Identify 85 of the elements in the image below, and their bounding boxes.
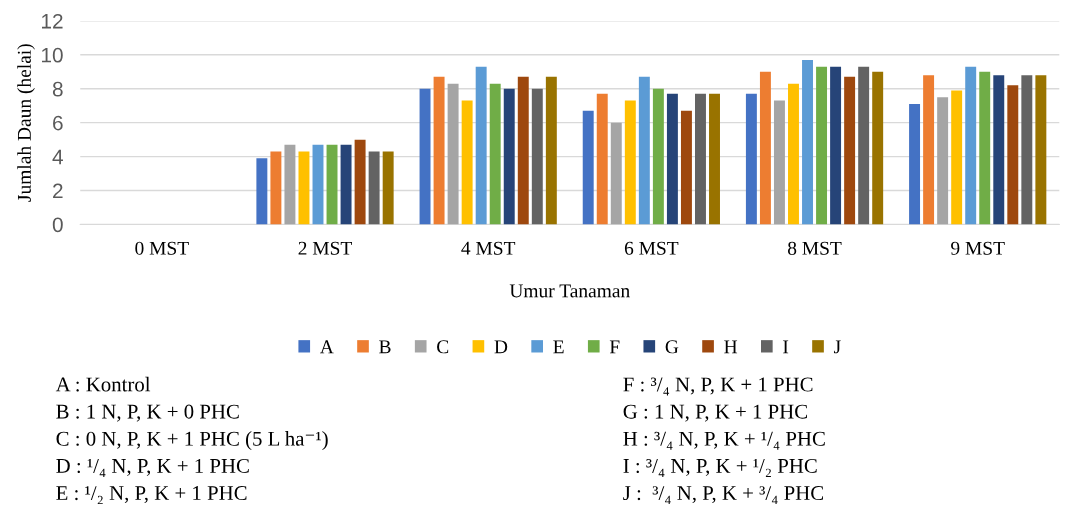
legend-label: D <box>494 340 508 354</box>
x-tick-label: 9 MST <box>951 241 1005 255</box>
bar <box>433 76 445 225</box>
y-tick-label: 10 <box>42 47 63 63</box>
y-tick-label: 8 <box>52 81 63 97</box>
bar <box>695 93 706 225</box>
text: J : ³/₄ N, P, K + ³/₄ PHC <box>623 486 824 505</box>
bar <box>923 75 935 225</box>
bar <box>517 76 529 225</box>
text: F : ³/₄ N, P, K + 1 PHC <box>623 377 813 396</box>
y-tick-label: 6 <box>53 115 63 131</box>
bar <box>666 93 678 225</box>
text: B : 1 N, P, K + 0 PHC <box>56 404 239 422</box>
bar <box>382 151 394 225</box>
bar <box>652 88 664 225</box>
bar <box>788 83 799 225</box>
bar <box>270 151 282 225</box>
bar <box>340 144 352 225</box>
bar <box>909 104 921 225</box>
bar <box>802 59 813 225</box>
bar <box>680 110 692 225</box>
legend-label: F <box>609 340 620 354</box>
bar <box>503 88 515 225</box>
bar <box>256 158 268 225</box>
legend-label: A <box>319 340 334 354</box>
legend-label: J <box>833 340 841 354</box>
text: I : ³/₄ N, P, K + ¹/₂ PHC <box>623 458 817 477</box>
text: H : ³/₄ N, P, K + ¹/₄ PHC <box>623 431 825 450</box>
bar <box>447 83 459 225</box>
bar <box>1035 75 1047 225</box>
bar <box>965 66 977 225</box>
y-tick-label: 12 <box>42 13 63 29</box>
x-tick-label: 0 MST <box>135 241 189 255</box>
legend-label: H <box>724 340 738 354</box>
bar <box>1021 75 1033 225</box>
bar <box>531 88 543 225</box>
x-tick-label: 2 MST <box>298 241 352 255</box>
y-tick-label: 0 <box>52 217 63 233</box>
bar <box>979 71 991 225</box>
legend-label: E <box>553 340 564 354</box>
x-tick-label: 8 MST <box>788 241 842 255</box>
bar <box>312 144 324 225</box>
bar <box>951 90 963 225</box>
bar <box>773 100 785 225</box>
bar <box>624 100 636 225</box>
bar <box>461 100 473 225</box>
text: D : ¹/₄ N, P, K + 1 PHC <box>56 458 249 477</box>
bar <box>638 76 650 225</box>
bar <box>284 144 296 225</box>
legend-label: B <box>379 340 391 354</box>
bar <box>368 151 380 225</box>
bar <box>326 144 338 225</box>
text: A : Kontrol <box>55 376 151 392</box>
x-tick-label: 4 MST <box>461 241 516 255</box>
legend-label: I <box>783 340 789 354</box>
y-tick-label: 2 <box>53 183 63 199</box>
bar <box>745 93 757 225</box>
x-tick-label: 6 MST <box>624 241 679 255</box>
legend-label: C <box>437 340 449 354</box>
x-axis-title: Umur Tanaman <box>509 284 630 298</box>
bar <box>872 71 884 225</box>
bar <box>844 76 856 225</box>
bar <box>610 122 622 225</box>
bar <box>354 139 366 225</box>
bar <box>816 66 828 225</box>
bar <box>596 93 608 225</box>
bar <box>582 110 594 225</box>
bar <box>545 76 557 225</box>
bar <box>858 66 870 225</box>
bar <box>937 97 949 225</box>
bar <box>489 83 501 225</box>
y-axis-title: Jumlah Daun (helai) <box>17 44 35 202</box>
bar <box>298 151 310 225</box>
bar <box>830 66 842 225</box>
bar <box>419 88 431 225</box>
bar <box>759 71 771 225</box>
bar <box>709 93 720 225</box>
legend-label: G <box>665 340 679 354</box>
y-tick-label: 4 <box>52 149 63 165</box>
text: G : 1 N, P, K + 1 PHC <box>623 404 807 422</box>
bar <box>1007 85 1019 225</box>
bar <box>993 75 1005 225</box>
bar <box>475 66 487 225</box>
text: C : 0 N, P, K + 1 PHC (5 L ha⁻¹) <box>56 431 328 451</box>
text: E : ¹/₂ N, P, K + 1 PHC <box>56 486 247 505</box>
